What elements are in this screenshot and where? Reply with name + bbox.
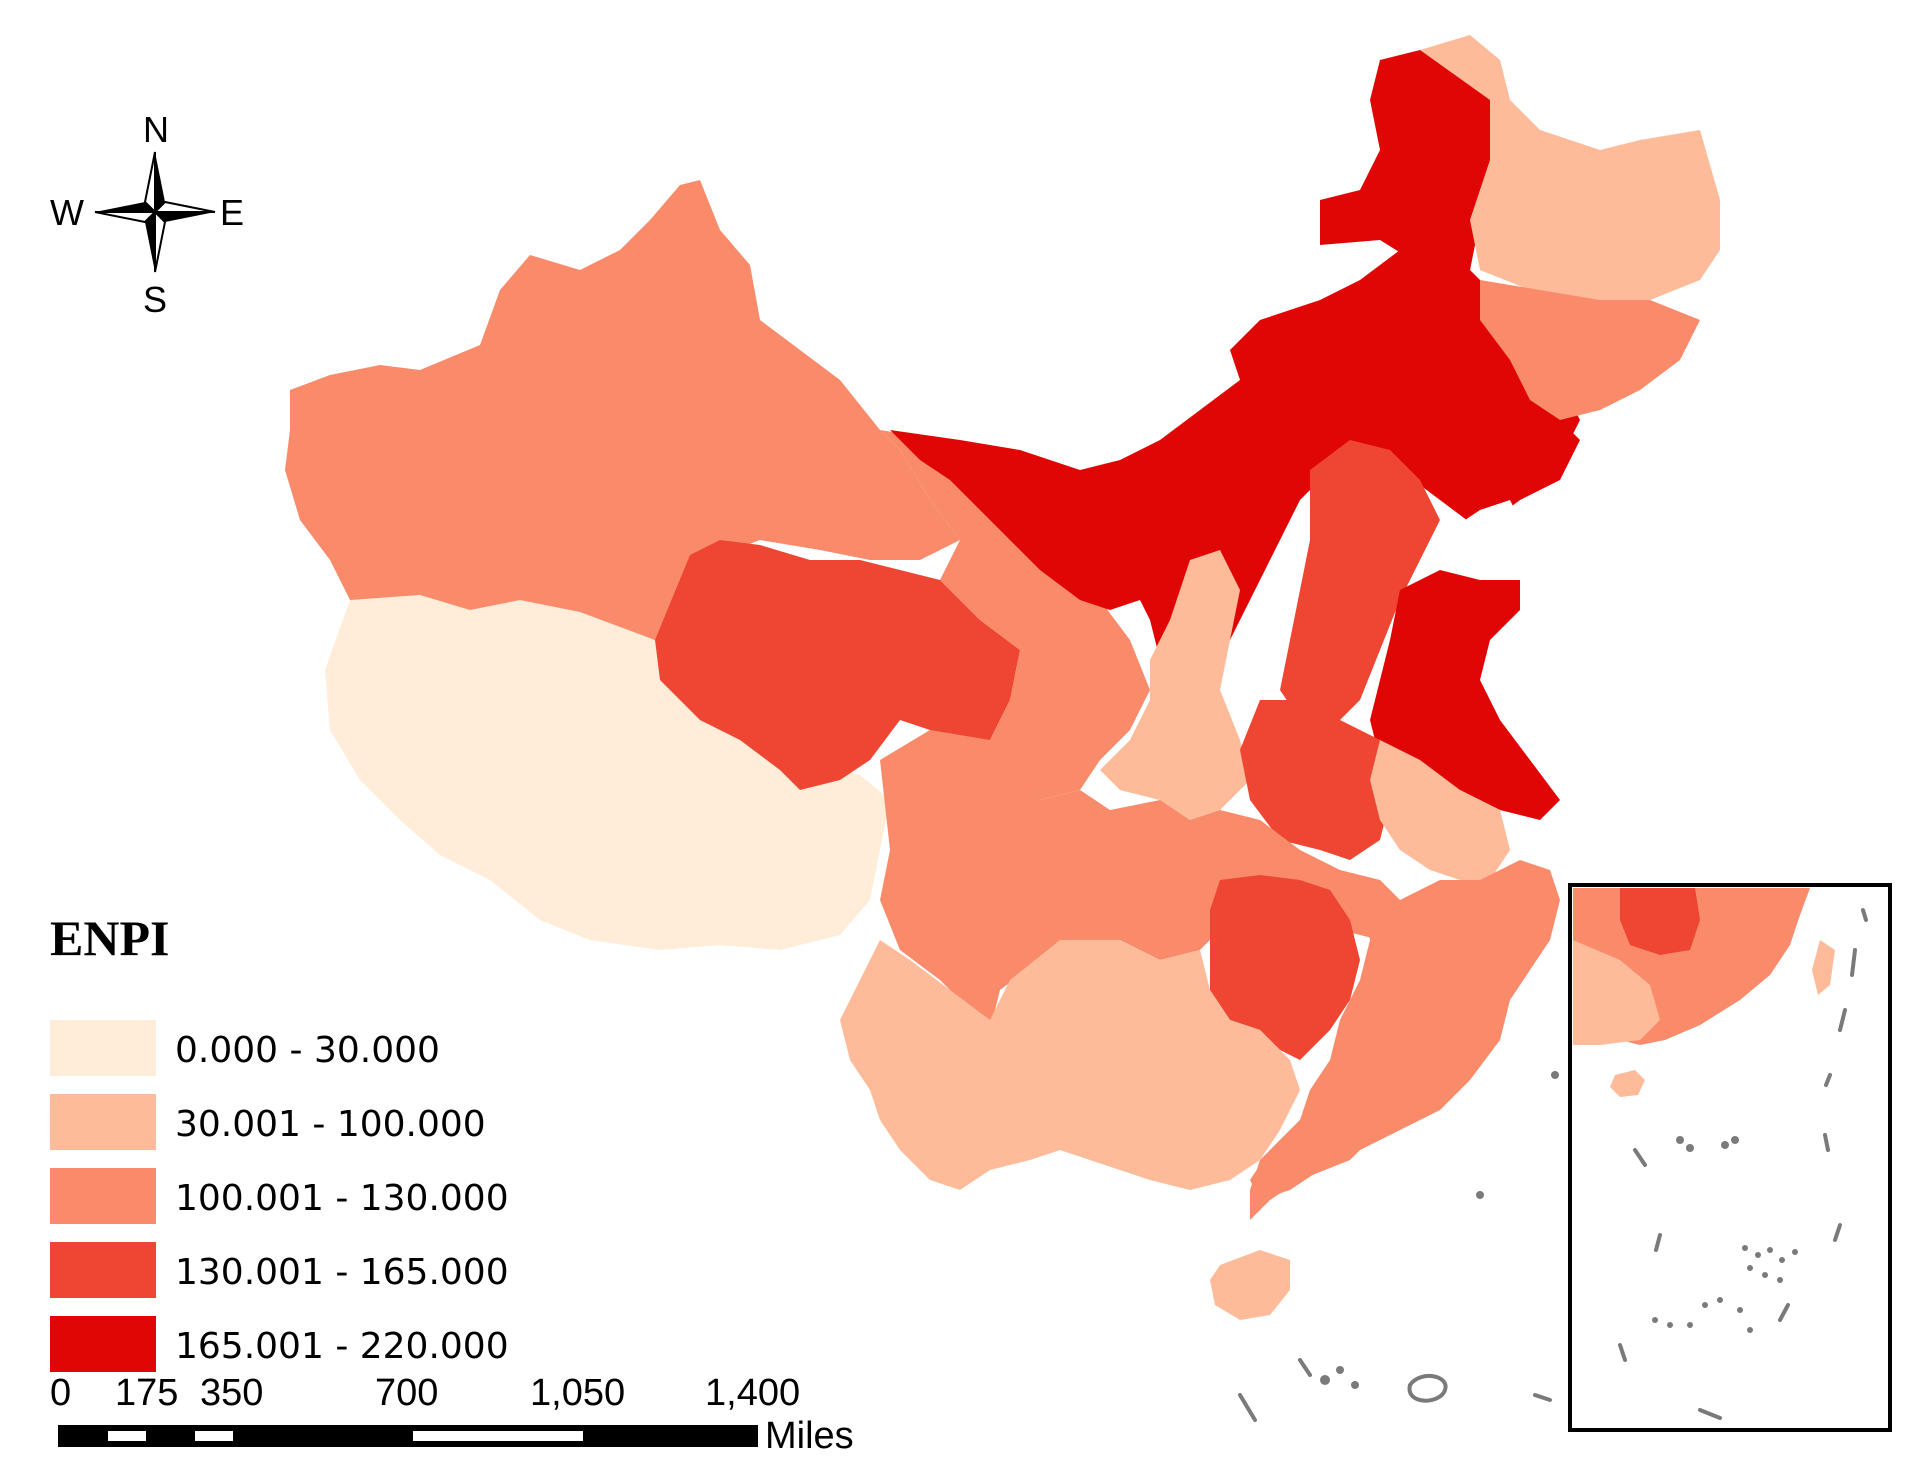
region-sichuan-hubei (880, 730, 1400, 1030)
region-shandong (1370, 570, 1560, 820)
legend-label-1: 0.000 - 30.000 (175, 1030, 440, 1071)
region-henan (1240, 700, 1420, 860)
region-xinjiang (285, 180, 960, 640)
legend-label-2: 30.001 - 100.000 (175, 1104, 486, 1145)
scale-tick-label: 0 (50, 1372, 71, 1414)
legend-items: 0.000 - 30.000 30.001 - 100.000 100.001 - … (50, 1020, 509, 1372)
scale-unit: Miles (765, 1415, 854, 1457)
legend-swatch-2 (50, 1094, 156, 1150)
region-gansu (880, 430, 1150, 800)
region-inner-mongolia-north (1320, 50, 1500, 270)
legend-swatch-3 (50, 1168, 156, 1224)
scale-ticks: 0 175 350 700 1,050 1,400 (50, 1372, 800, 1414)
scale-tick-label: 350 (200, 1372, 263, 1414)
scale-bar: 0 175 350 700 1,050 1,400 Miles (50, 1372, 854, 1457)
scale-tick-label: 700 (375, 1372, 438, 1414)
region-shaanxi (1100, 550, 1250, 820)
scale-bar-frame (58, 1425, 758, 1447)
region-liaoning (1450, 400, 1580, 520)
inset-region-hunan (1620, 888, 1700, 955)
legend-title: ENPI (50, 910, 169, 966)
region-anhui (1370, 740, 1510, 880)
scale-segment-1 (108, 1431, 146, 1441)
scale-tick-label: 1,400 (705, 1372, 800, 1414)
region-jilin (1480, 280, 1700, 420)
compass-south: S (143, 279, 167, 320)
legend-label-4: 130.001 - 165.000 (175, 1252, 509, 1293)
inset-hainan (1610, 1070, 1645, 1097)
compass-east: E (220, 192, 244, 233)
region-shanxi-hebei (1280, 440, 1440, 730)
scale-segment-3 (413, 1431, 583, 1441)
legend-swatch-1 (50, 1020, 156, 1076)
inset-map (1568, 883, 1892, 1432)
compass-west: W (50, 192, 84, 233)
region-hunan (1210, 875, 1360, 1060)
scale-segment-2 (195, 1431, 233, 1441)
scale-tick-label: 175 (115, 1372, 178, 1414)
inset-region-southwest (1573, 940, 1660, 1045)
legend-label-3: 100.001 - 130.000 (175, 1178, 509, 1219)
legend: ENPI 0.000 - 30.000 30.001 - 100.000 100.0… (50, 910, 509, 1372)
scale-tick-label: 1,050 (530, 1372, 625, 1414)
region-southwest (840, 940, 1300, 1190)
north-arrow: N S E W (50, 109, 244, 320)
region-guangdong (1250, 1090, 1380, 1220)
legend-swatch-4 (50, 1242, 156, 1298)
region-qinghai (655, 540, 1020, 790)
compass-north: N (143, 109, 169, 150)
south-china-sea-islands (1238, 1071, 1559, 1422)
inset-taiwan (1812, 940, 1835, 995)
region-tibet (325, 595, 890, 950)
region-heilongjiang (1420, 35, 1720, 300)
inset-islands (1618, 908, 1868, 1420)
legend-label-5: 165.001 - 220.000 (175, 1326, 509, 1367)
bohai-sea (1445, 500, 1520, 560)
province-regions (285, 35, 1720, 1320)
legend-swatch-5 (50, 1316, 156, 1372)
region-hainan (1210, 1250, 1290, 1320)
